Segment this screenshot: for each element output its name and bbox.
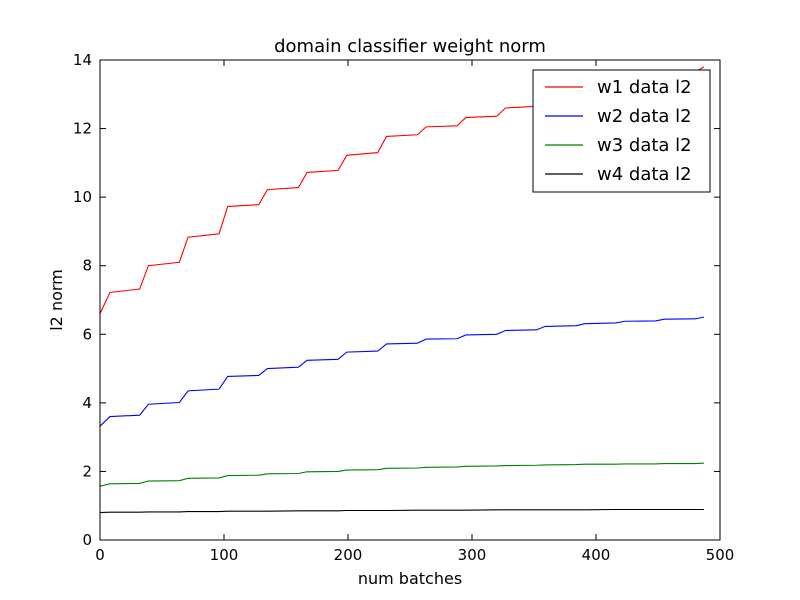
x-tick-label: 200 <box>334 546 363 564</box>
legend-box <box>532 69 711 193</box>
y-tick-label: 10 <box>73 188 92 206</box>
y-axis-label: l2 norm <box>47 269 66 331</box>
x-axis-label: num batches <box>358 569 462 588</box>
legend-label-4: w4 data l2 <box>597 164 692 185</box>
legend-label-1: w1 data l2 <box>597 77 692 98</box>
legend-label-2: w2 data l2 <box>597 106 692 127</box>
chart-title: domain classifier weight norm <box>274 36 546 57</box>
ticks-layer: 0 100 200 300 400 500 0 2 4 6 8 10 12 14 <box>73 51 734 564</box>
series-line-4 <box>99 508 704 514</box>
plot-frame <box>99 59 721 541</box>
x-tick-label: 300 <box>458 546 487 564</box>
y-tick-label: 14 <box>73 51 92 69</box>
y-tick-label: 2 <box>82 462 92 480</box>
x-tick-label: 500 <box>706 546 735 564</box>
x-tick-label: 0 <box>95 546 105 564</box>
legend-label-3: w3 data l2 <box>597 135 692 156</box>
y-tick-label: 12 <box>73 120 92 138</box>
y-tick-label: 4 <box>82 394 92 412</box>
x-tick-label: 100 <box>210 546 239 564</box>
y-tick-label: 0 <box>82 531 92 549</box>
x-tick-label: 400 <box>582 546 611 564</box>
y-tick-label: 6 <box>82 325 92 343</box>
legend: w1 data l2 w2 data l2 w3 data l2 w4 data l2 <box>532 69 711 193</box>
series-line-2 <box>99 316 704 427</box>
series-line-3 <box>99 462 704 487</box>
y-tick-label: 8 <box>82 257 92 275</box>
